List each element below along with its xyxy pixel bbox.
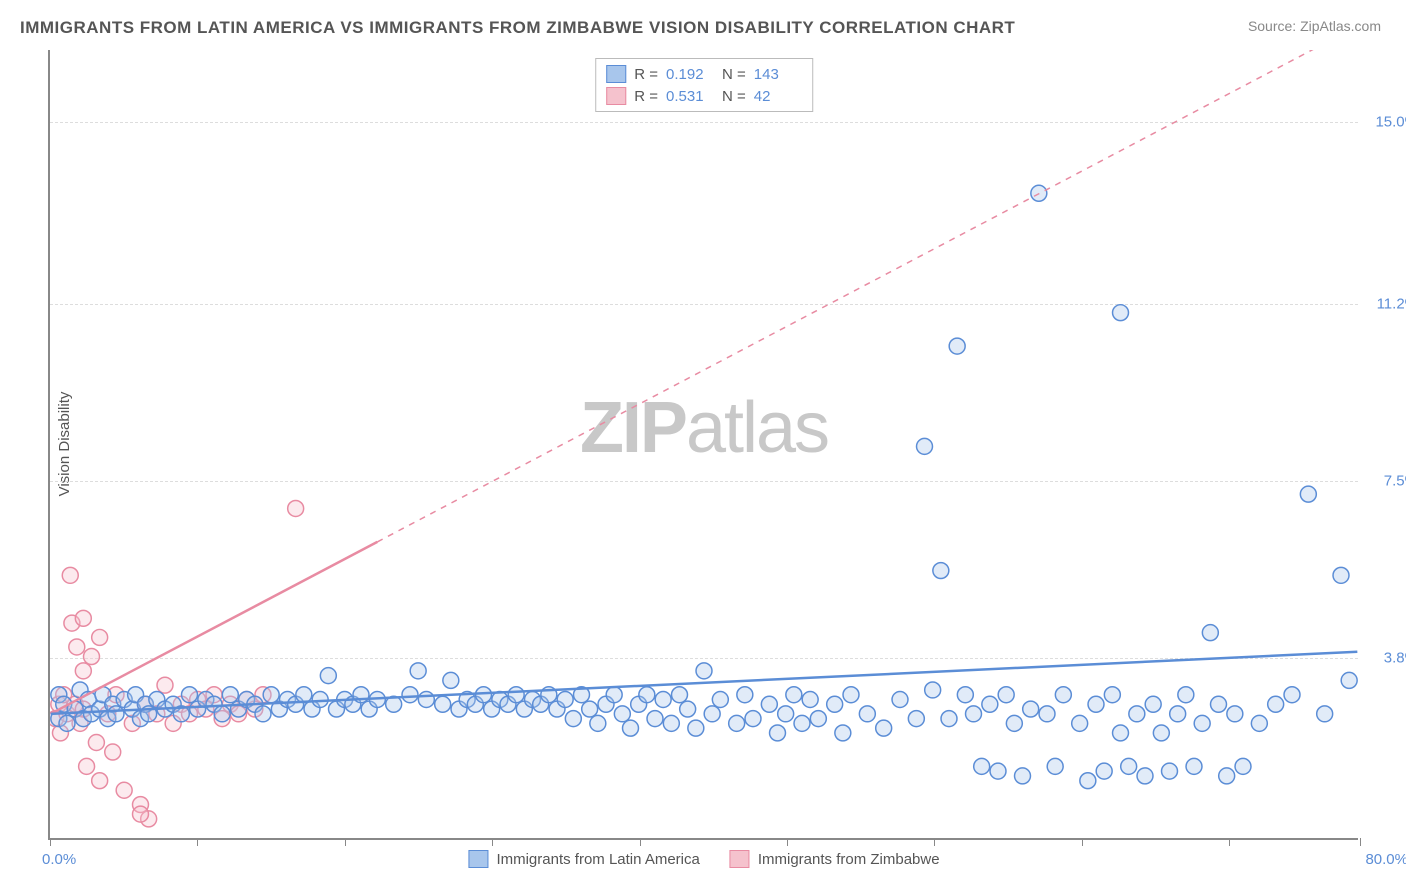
chart-container: IMMIGRANTS FROM LATIN AMERICA VS IMMIGRA…: [0, 0, 1406, 892]
swatch-pink: [606, 87, 626, 105]
legend-r-value-pink: 0.531: [666, 88, 714, 105]
legend-n-label: N =: [722, 66, 746, 83]
x-tick: [1229, 838, 1230, 846]
legend-r-label: R =: [634, 66, 658, 83]
x-tick: [1360, 838, 1361, 846]
x-axis-max-label: 80.0%: [1365, 851, 1406, 868]
legend-n-value-pink: 42: [754, 88, 802, 105]
legend-n-value-blue: 143: [754, 66, 802, 83]
legend-row-blue: R = 0.192 N = 143: [606, 63, 802, 85]
legend-series: Immigrants from Latin America Immigrants…: [468, 850, 939, 868]
x-axis-min-label: 0.0%: [42, 851, 76, 868]
y-tick-label: 7.5%: [1384, 472, 1406, 489]
scatter-svg: [50, 50, 1358, 838]
legend-row-pink: R = 0.531 N = 42: [606, 85, 802, 107]
x-tick: [1082, 838, 1083, 846]
x-tick: [50, 838, 51, 846]
y-tick-label: 15.0%: [1375, 113, 1406, 130]
x-tick: [345, 838, 346, 846]
legend-r-label: R =: [634, 88, 658, 105]
legend-n-label: N =: [722, 88, 746, 105]
x-tick: [492, 838, 493, 846]
plot-area: Vision Disability ZIPatlas R = 0.192 N =…: [48, 50, 1358, 840]
x-tick: [197, 838, 198, 846]
legend-item-zimbabwe: Immigrants from Zimbabwe: [730, 850, 940, 868]
x-tick: [934, 838, 935, 846]
x-tick: [640, 838, 641, 846]
legend-label-zimbabwe: Immigrants from Zimbabwe: [758, 851, 940, 868]
chart-title: IMMIGRANTS FROM LATIN AMERICA VS IMMIGRA…: [20, 18, 1015, 38]
swatch-blue: [606, 65, 626, 83]
y-tick-label: 11.2%: [1377, 295, 1406, 312]
y-tick-label: 3.8%: [1384, 650, 1406, 667]
swatch-pink: [730, 850, 750, 868]
x-tick: [787, 838, 788, 846]
swatch-blue: [468, 850, 488, 868]
legend-stats: R = 0.192 N = 143 R = 0.531 N = 42: [595, 58, 813, 112]
source-label: Source: ZipAtlas.com: [1248, 18, 1381, 34]
legend-label-latin-america: Immigrants from Latin America: [496, 851, 699, 868]
legend-item-latin-america: Immigrants from Latin America: [468, 850, 699, 868]
legend-r-value-blue: 0.192: [666, 66, 714, 83]
